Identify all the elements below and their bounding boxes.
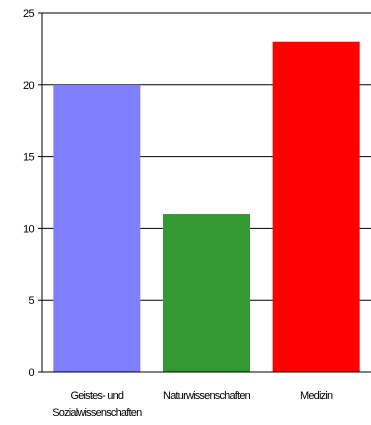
y-tick-label: 25 [23,8,35,20]
x-category-label: Sozialwissenschaften [52,407,142,419]
labels: 0 5 10 15 20 25 Geistes- und Sozialwissenschaft… [23,8,334,419]
y-tick-label: 20 [23,80,35,92]
x-category-label: Medizin [300,390,333,402]
axes [38,12,371,373]
y-tick-label: 5 [28,295,34,307]
bar-2 [272,41,360,372]
bar-0 [53,84,141,373]
x-category-label: Geistes- und [70,390,123,402]
bar-1 [163,214,250,372]
y-tick-label: 0 [28,367,34,379]
bars [53,41,360,373]
x-category-label: Naturwissenschaften [163,390,251,402]
y-tick-label: 10 [23,223,35,235]
y-tick-label: 15 [23,152,35,164]
